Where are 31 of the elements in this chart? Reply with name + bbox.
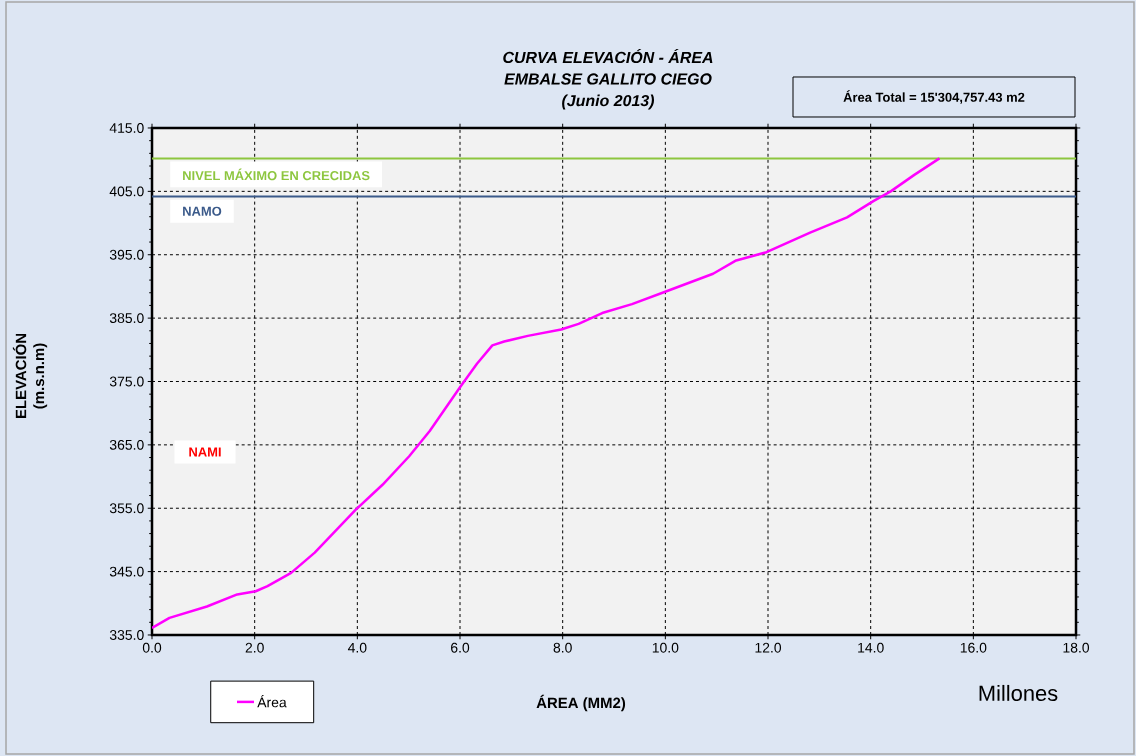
- y-tick-label: 365.0: [109, 439, 144, 450]
- y-tick-label: 405.0: [109, 186, 144, 197]
- x-tick-label: 10.0: [652, 642, 679, 653]
- legend-label: Área: [257, 695, 287, 708]
- chart-subtitle: EMBALSE GALLITO CIEGO: [504, 73, 712, 85]
- x-tick-label: 14.0: [858, 642, 884, 653]
- y-tick-label: 335.0: [109, 630, 144, 640]
- chart-title: CURVA ELEVACIÓN - ÁREA: [503, 48, 713, 64]
- text: (Junio 2013): [562, 94, 655, 110]
- x-tick-label: 0.0: [142, 642, 162, 653]
- text: Millones: [979, 684, 1058, 702]
- y-tick-label: 375.0: [109, 376, 144, 387]
- x-tick-label: 16.0: [960, 642, 987, 653]
- y-tick-label: 345.0: [109, 566, 144, 577]
- y-tick-label: 355.0: [109, 503, 144, 514]
- text: Área Total = 15'304,757.43 m2: [843, 90, 1025, 104]
- x-tick-label: 4.0: [347, 642, 367, 653]
- x-tick-label: 2.0: [245, 642, 264, 653]
- y-axis-title: ELEVACIÓN (m.s.n.m): [12, 333, 48, 419]
- y-tick-label: 395.0: [109, 249, 144, 260]
- x-tick-label: 18.0: [1063, 642, 1090, 653]
- line-series: [152, 157, 941, 630]
- ref-line-label: NAMO: [183, 206, 222, 216]
- x-axis-title: ÁREA (MM2): [536, 694, 626, 712]
- x-tick-label: 6.0: [451, 642, 470, 653]
- y-tick-label: 415.0: [109, 123, 144, 133]
- x-tick-label: 12.0: [755, 642, 782, 653]
- y-tick-label: 385.0: [109, 313, 144, 324]
- x-tick-label: 8.0: [553, 642, 572, 653]
- annotation: NAMI: [189, 447, 221, 457]
- ref-line-label: NIVEL MÁXIMO EN CRECIDAS: [183, 168, 370, 181]
